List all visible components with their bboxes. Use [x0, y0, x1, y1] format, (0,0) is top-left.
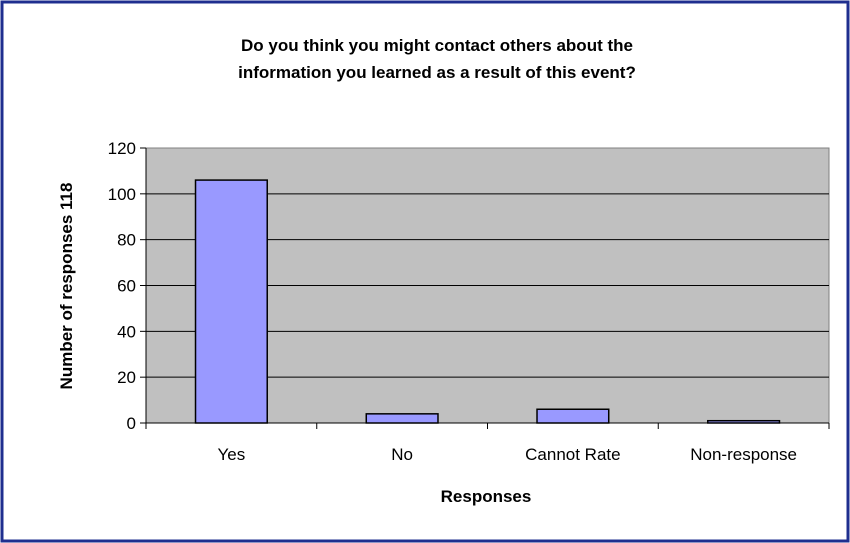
y-axis: 0 20 40 60 80 100 120 [108, 139, 147, 433]
x-axis-label: Responses [441, 487, 532, 506]
y-tick-label: 0 [127, 414, 136, 433]
x-axis: Yes No Cannot Rate Non-response [145, 422, 830, 464]
x-tick-label: No [391, 445, 413, 464]
bars [194, 179, 781, 424]
bar-no [365, 413, 439, 424]
y-tick-label: 120 [108, 139, 136, 158]
x-tick-label: Cannot Rate [525, 445, 620, 464]
y-tick-label: 100 [108, 185, 136, 204]
y-tick-label: 40 [117, 322, 136, 341]
x-tick-label: Non-response [690, 445, 797, 464]
x-tick-label: Yes [218, 445, 246, 464]
chart-title-line-1: Do you think you might contact others ab… [241, 36, 633, 55]
y-tick-label: 20 [117, 368, 136, 387]
bar-cannot-rate [536, 408, 610, 424]
y-tick-label: 80 [117, 231, 136, 250]
chart-title-line-2: information you learned as a result of t… [238, 63, 636, 82]
bar-yes [194, 179, 268, 424]
y-tick-label: 60 [117, 277, 136, 296]
y-axis-label: Number of responses 118 [57, 183, 76, 390]
